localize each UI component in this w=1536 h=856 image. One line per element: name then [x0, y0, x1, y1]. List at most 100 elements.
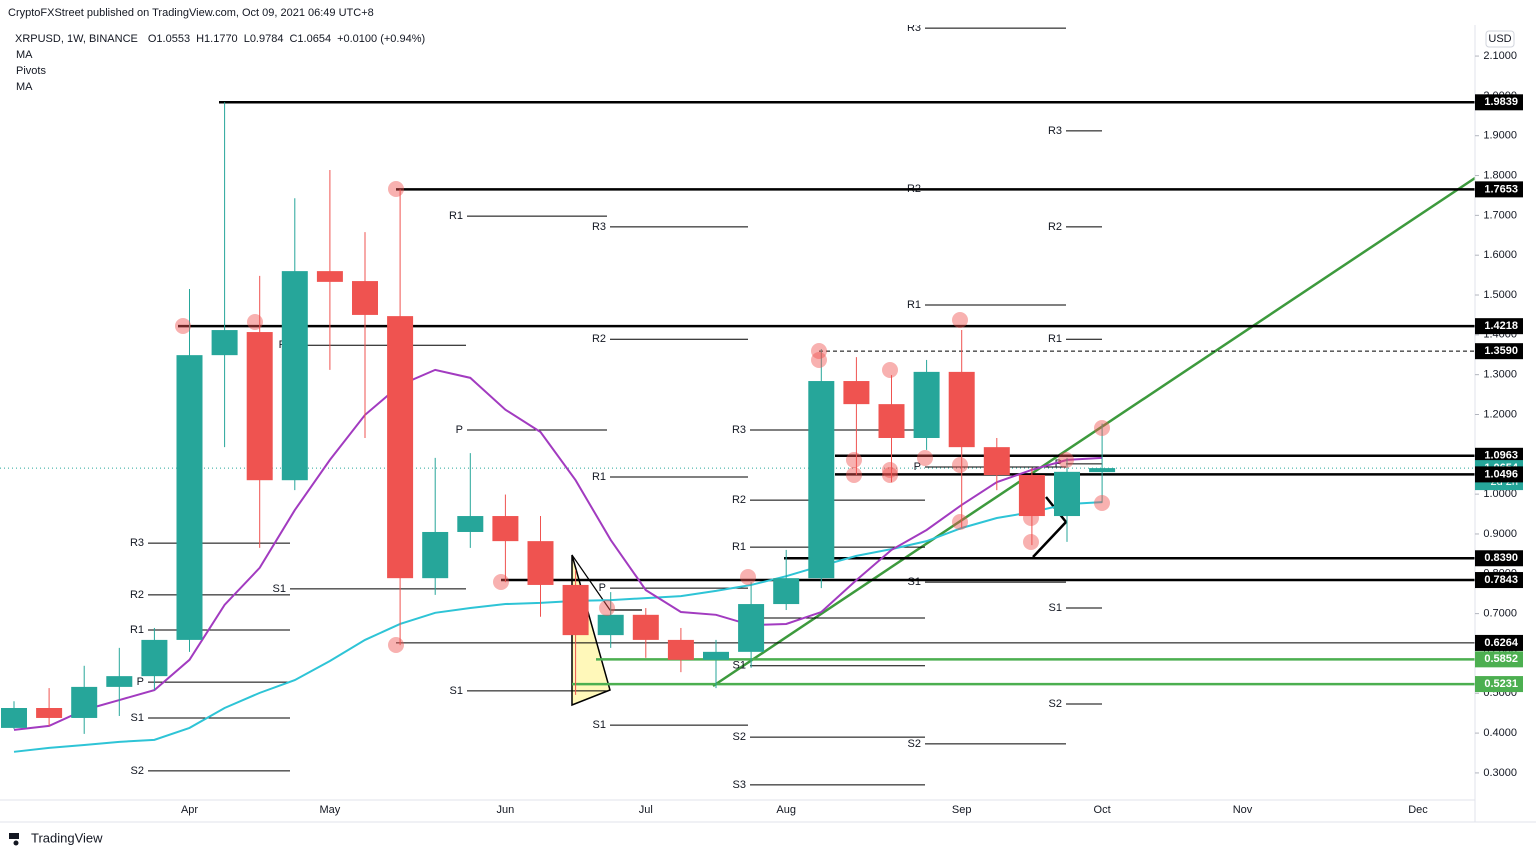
level-label-box [1475, 318, 1523, 335]
x-tick-label: Dec [1408, 804, 1428, 816]
x-tick-label: Oct [1094, 804, 1111, 816]
candle-body [36, 708, 63, 718]
pivot-label: S2 [1049, 698, 1062, 710]
indicator: Pivots [16, 65, 46, 77]
candle-body [1054, 471, 1080, 517]
candle-body [141, 639, 168, 677]
pivot-label: S1 [131, 712, 144, 724]
marker [175, 318, 191, 334]
pivot-label: R3 [592, 221, 606, 233]
pivot-label: P [914, 461, 921, 473]
level-label-box [1475, 572, 1523, 589]
x-tick-label: May [320, 804, 341, 816]
pivot-label: S2 [733, 731, 746, 743]
ohlc-label: C [289, 33, 297, 45]
ma-line [13, 368, 1103, 731]
level-label-box [1475, 550, 1523, 567]
pivot-label: P [1055, 458, 1062, 470]
candle-body [913, 371, 940, 438]
candle-body [632, 614, 659, 640]
pivot-label: S1 [1049, 602, 1062, 614]
marker [1094, 420, 1110, 436]
marker [1058, 452, 1074, 468]
y-tick-label: 1.5000 [1483, 289, 1517, 301]
marker [846, 467, 862, 483]
level-label: 0.7843 [1484, 574, 1518, 586]
x-tick-label: Apr [181, 804, 198, 816]
pivot-label: S1 [273, 583, 286, 595]
symbol: XRPUSD, 1W, BINANCE [15, 33, 138, 45]
candle-body [457, 516, 484, 532]
pivot-label: S3 [733, 779, 746, 791]
pivot-label: R1 [907, 299, 921, 311]
currency-box[interactable] [1485, 30, 1515, 48]
candle-body [106, 676, 133, 687]
candle-body [527, 541, 554, 585]
pivot-label: R3 [1048, 125, 1062, 137]
level-label-box [1475, 447, 1523, 464]
marker [388, 181, 404, 197]
y-tick-label: 0.9000 [1483, 528, 1517, 540]
x-tick-label: Aug [776, 804, 796, 816]
pattern-line [1032, 496, 1068, 558]
x-tick-label: Jul [639, 804, 653, 816]
level-label: 1.0963 [1484, 450, 1518, 462]
footer-logo: TradingView [31, 830, 103, 845]
pivot-label: R2 [1048, 221, 1062, 233]
level-label-box [1475, 651, 1523, 668]
currency: USD [1488, 33, 1511, 45]
pivot-label: R2 [732, 494, 746, 506]
candle-body [878, 404, 905, 438]
level-label-box [1475, 181, 1523, 198]
candle-body [562, 584, 589, 636]
candle-body [1, 708, 27, 728]
level-label: 1.0496 [1484, 468, 1518, 480]
pivot-label: R1 [449, 210, 463, 222]
candle-body [176, 355, 203, 640]
indicator: MA [16, 81, 33, 93]
pivot-label: P [456, 424, 463, 436]
pivot-label: R1 [592, 471, 606, 483]
candle-body [738, 604, 765, 652]
candle-body [211, 330, 238, 356]
candle-body [983, 447, 1010, 476]
ohlc-label: L [244, 33, 250, 45]
level-label-box [1475, 466, 1523, 483]
y-tick-label: 0.3000 [1483, 767, 1517, 779]
marker [917, 450, 933, 466]
marker [846, 452, 862, 468]
ohlc-value: 0.9784 [250, 33, 284, 45]
candle-body [1018, 475, 1045, 517]
marker [882, 467, 898, 483]
level-label: 1.4218 [1484, 320, 1518, 332]
marker [811, 352, 827, 368]
pivot-label: R1 [732, 541, 746, 553]
level-label: 1.7653 [1484, 183, 1518, 195]
pivot-label: S1 [593, 719, 606, 731]
marker [247, 314, 263, 330]
y-tick-label: 1.8000 [1483, 169, 1517, 181]
ma-line [13, 501, 1103, 753]
pivot-label: S2 [908, 738, 921, 750]
ohlc-value: 1.1770 [204, 33, 238, 45]
level-label: 0.8390 [1484, 552, 1518, 564]
level-label-box [1475, 94, 1523, 111]
candle-body [773, 578, 800, 605]
trendline [712, 176, 1475, 688]
candle-body [281, 271, 308, 481]
candle-body [422, 531, 449, 579]
pivot-label: P [599, 582, 606, 594]
pattern-line [571, 554, 642, 611]
candle-body [1089, 468, 1116, 473]
pivot-label: R1 [130, 624, 144, 636]
level-label-box [1475, 634, 1523, 651]
pivot-label: R3 [732, 424, 746, 436]
marker [882, 362, 898, 378]
marker [882, 462, 898, 478]
pivot-label: P [137, 676, 144, 688]
candle-body [316, 271, 343, 282]
candle-body [597, 614, 624, 636]
marker [1023, 534, 1039, 550]
level-label-box [1475, 676, 1523, 693]
candle-body [246, 332, 273, 481]
